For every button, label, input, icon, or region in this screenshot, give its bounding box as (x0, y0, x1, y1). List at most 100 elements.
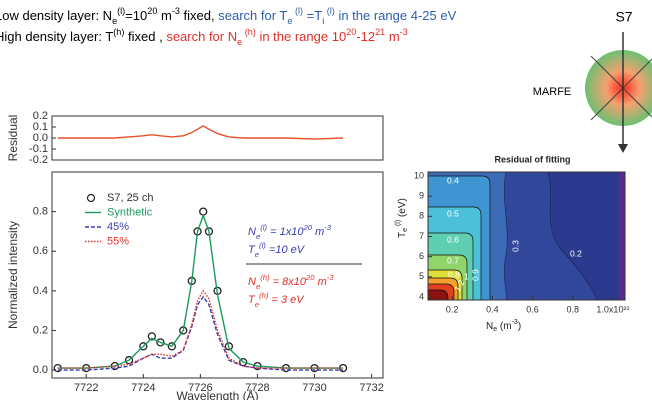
text-segment: 20 (305, 273, 315, 282)
series-line (57, 125, 344, 140)
text-segment: -12 (356, 29, 375, 44)
y-tick-label: 4 (419, 291, 424, 301)
text-segment: -3 (512, 319, 518, 326)
text-segment: T (397, 232, 408, 238)
text-segment: e (255, 250, 259, 259)
text-segment: (l) (324, 6, 335, 16)
rich-text: Te(l) =10 eV (248, 241, 306, 259)
legend-label: 45% (107, 221, 129, 233)
text-segment: (h) (259, 291, 269, 300)
text-segment: = 8x10 (270, 276, 307, 288)
y-tick-label: 0.6 (33, 245, 48, 257)
text-segment: (h) (260, 273, 270, 282)
y-tick-label: 0.8 (33, 206, 48, 218)
text-segment: (h) (113, 27, 124, 37)
text-segment: (l) (292, 6, 303, 16)
text-segment: 20 (302, 223, 312, 232)
y-tick-label: 8 (419, 211, 424, 221)
rich-text: Te (l) (eV) (395, 198, 409, 238)
y-tick-label: 7 (419, 231, 424, 241)
legend-label: S7, 25 ch (107, 192, 153, 204)
y-axis-label: Normalized intensity (6, 221, 20, 329)
text-segment: e (402, 228, 409, 232)
legend-label: Synthetic (107, 206, 153, 218)
rich-text: High density layer: T(h) fixed , search … (0, 27, 408, 47)
y-tick-label: 0.0 (33, 132, 48, 144)
contour-label: 0.6 (447, 234, 459, 244)
text-segment: = 1x10 (267, 226, 304, 238)
x-tick-label: 0.4 (486, 304, 499, 314)
data-point (124, 356, 134, 365)
data-point (224, 342, 234, 351)
contour-label: 0.5 (447, 208, 459, 218)
text-segment: e (112, 16, 117, 26)
text-segment: -3 (327, 273, 335, 282)
text-segment: m (312, 226, 324, 238)
text-segment: m (315, 276, 327, 288)
text-segment: =10 (125, 8, 147, 23)
text-segment: Low density layer: N (0, 8, 112, 23)
text-segment: e (256, 282, 260, 291)
text-segment: (l) (117, 6, 125, 16)
text-segment: =T (303, 8, 322, 23)
chord-label: S7 (615, 9, 632, 25)
y-axis-label: Residual (6, 115, 20, 162)
text-segment: i (322, 16, 324, 26)
y-tick-label: 5 (419, 271, 424, 281)
text-segment: N (248, 276, 256, 288)
contour-label: 0.2 (570, 248, 582, 258)
y-tick-label: 6 (419, 251, 424, 261)
text-segment: =10 eV (266, 244, 306, 256)
contour-label: 0.8 (448, 269, 460, 279)
contour-region (427, 289, 449, 301)
text-segment: e (256, 232, 260, 241)
data-point (147, 332, 157, 341)
series-line (57, 295, 344, 371)
text-segment: (l) (395, 220, 402, 228)
text-segment: (l) (260, 223, 267, 232)
text-segment: (eV) (397, 198, 408, 220)
text-segment: N (248, 226, 256, 238)
legend-marker (86, 193, 96, 203)
text-segment: -3 (400, 27, 408, 37)
y-tick-label: 0.2 (33, 110, 48, 122)
text-segment: in the range 10 (256, 29, 346, 44)
text-segment: fixed , (124, 29, 166, 44)
text-segment: e (237, 37, 242, 47)
x-tick-label: 7730 (302, 382, 326, 394)
x-tick-label: 0.8 (566, 304, 579, 314)
rich-text: Low density layer: Ne(l)=1020 m-3 fixed,… (0, 6, 457, 26)
rich-text: Te(h) = 3 eV (248, 291, 305, 309)
y-tick-label: -0.2 (29, 154, 48, 166)
contour-label: 0.9 (470, 269, 480, 281)
y-tick-label: 9 (419, 191, 424, 201)
x-tick-label: 7722 (74, 382, 98, 394)
text-segment: e (287, 16, 292, 26)
text-segment: e (493, 326, 497, 333)
marfe-plasma (585, 50, 652, 126)
x-tick-label: 7724 (131, 382, 155, 394)
text-segment: fixed, (180, 8, 218, 23)
plot-frame (51, 171, 384, 379)
contour-label: 1 (464, 271, 469, 281)
text-segment: 20 (346, 27, 356, 37)
text-segment: -3 (324, 223, 332, 232)
plot-frame (427, 171, 626, 301)
text-segment: T (248, 244, 256, 256)
x-axis-label: Wavelength (Å) (176, 388, 258, 400)
y-tick-label: -0.1 (29, 143, 48, 155)
x-tick-label: 7728 (245, 382, 269, 394)
text-segment: search for N (166, 29, 237, 44)
x-tick-label: 1.0x10²¹ (596, 304, 629, 314)
text-segment: 20 (147, 6, 157, 16)
data-point (139, 342, 148, 351)
text-segment: in the range 4-25 eV (335, 8, 457, 23)
text-segment: 21 (375, 27, 385, 37)
x-tick-label: 0.2 (446, 304, 459, 314)
contour-label: 0.7 (447, 255, 459, 265)
y-tick-label: 10 (414, 170, 424, 180)
rich-text: Ne(h) = 8x1020 m-3 (248, 273, 334, 291)
data-point (156, 338, 165, 347)
